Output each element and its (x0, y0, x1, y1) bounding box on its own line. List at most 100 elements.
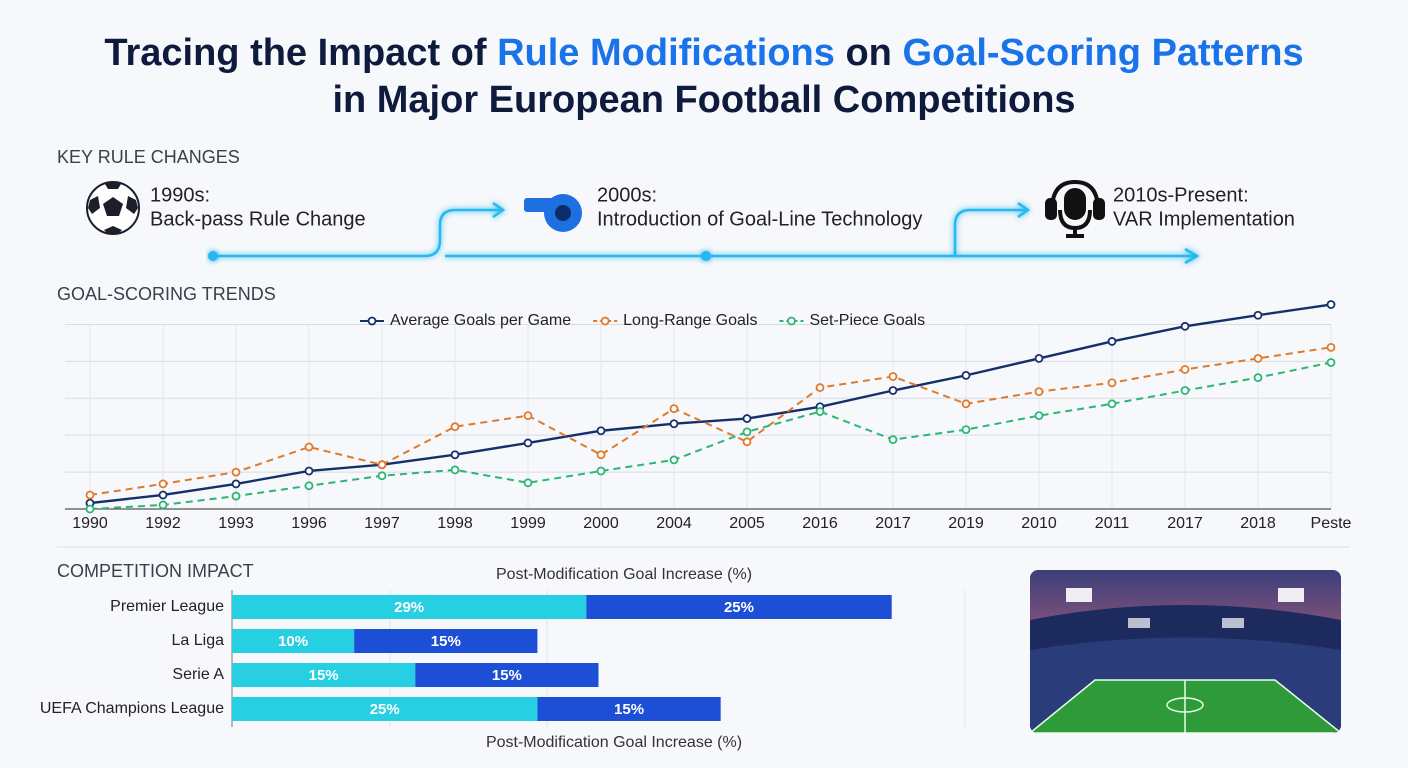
legend-label: Set-Piece Goals (809, 312, 925, 329)
value-label: 15% (309, 667, 339, 684)
x-tick-label: 2017 (1167, 515, 1203, 532)
point (888, 372, 898, 381)
point (304, 481, 314, 491)
x-tick-label: 2005 (729, 515, 765, 532)
point (1034, 387, 1044, 397)
legend-label: Long-Range Goals (623, 312, 757, 329)
series-line (89, 303, 1332, 505)
point (742, 437, 752, 447)
point (1326, 300, 1336, 309)
bar-segment (232, 629, 355, 653)
x-tick-label: 1997 (364, 515, 400, 532)
point (888, 386, 898, 395)
point (85, 490, 95, 500)
legend-marker (787, 316, 796, 326)
value-label: 25% (370, 701, 400, 718)
bar-segment (232, 663, 416, 687)
section-heading: GOAL-SCORING TRENDS (57, 284, 276, 304)
legend-marker (600, 316, 610, 326)
value-label: 29% (394, 599, 424, 616)
point (523, 411, 533, 421)
point (742, 414, 752, 423)
value-label: 15% (431, 633, 461, 650)
point (669, 404, 679, 414)
bar-segment (537, 697, 721, 721)
chart-title: Post-Modification Goal Increase (%) (496, 566, 752, 583)
point (1180, 365, 1190, 374)
headset-icon (1045, 179, 1105, 238)
point (1326, 358, 1336, 367)
point (231, 467, 241, 477)
timeline-period: 2010s-Present: (1113, 184, 1249, 206)
title-part: Tracing the Impact of (104, 32, 497, 74)
x-tick-label: 1996 (291, 515, 327, 532)
point (1253, 354, 1263, 363)
bar-segment (586, 595, 892, 619)
point (1253, 373, 1263, 383)
x-tick-label: 2019 (948, 515, 984, 532)
point (1034, 354, 1044, 363)
point (815, 383, 825, 392)
point (304, 466, 314, 476)
point (815, 407, 825, 416)
timeline-label: Introduction of Goal-Line Technology (597, 208, 922, 230)
x-axis-label: Post-Modification Goal Increase (%) (486, 734, 742, 751)
point (1180, 321, 1190, 331)
x-tick-label: 1999 (510, 515, 546, 532)
timeline-dot (701, 251, 711, 261)
point (1326, 342, 1336, 352)
x-tick-label: 2004 (656, 515, 692, 532)
timeline-label: Back-pass Rule Change (150, 208, 366, 230)
point (888, 435, 898, 445)
category-label: La Liga (172, 632, 225, 649)
point (85, 504, 95, 514)
section-heading: KEY RULE CHANGES (57, 147, 240, 167)
bar-segment (232, 697, 538, 721)
point (596, 426, 606, 436)
value-label: 25% (724, 599, 754, 616)
x-tick-label: 1992 (145, 515, 181, 532)
title-part: on (835, 32, 903, 74)
value-label: 15% (492, 667, 522, 684)
timeline-arrows (213, 201, 1200, 265)
bar-segment (354, 629, 538, 653)
timeline-period: 1990s: (150, 184, 210, 206)
point (669, 455, 679, 465)
point (450, 422, 460, 432)
category-label: UEFA Champions League (40, 700, 224, 717)
series-line (89, 361, 1332, 510)
section-heading: COMPETITION IMPACT (57, 561, 254, 581)
timeline-label: VAR Implementation (1113, 208, 1295, 230)
point (1107, 378, 1117, 388)
point (523, 478, 533, 488)
point (1253, 310, 1263, 320)
x-tick-label: 1990 (72, 515, 108, 532)
x-tick-label: 2011 (1095, 515, 1130, 532)
x-tick-label: 2018 (1240, 515, 1276, 532)
point (377, 460, 387, 470)
category-label: Premier League (110, 598, 224, 615)
point (158, 479, 168, 489)
point (450, 450, 460, 460)
point (523, 438, 533, 448)
point (1034, 411, 1044, 421)
stadium-image (1030, 570, 1341, 733)
legend-marker (367, 316, 377, 326)
point (304, 442, 314, 452)
point (1107, 337, 1117, 346)
series-line (89, 346, 1332, 496)
point (158, 500, 168, 510)
bar-segment (232, 595, 587, 619)
point (231, 479, 241, 489)
point (596, 466, 606, 476)
point (961, 399, 971, 409)
x-tick-label: 2016 (802, 515, 838, 532)
x-tick-label: 2000 (583, 515, 619, 532)
value-label: 15% (614, 701, 644, 718)
point (377, 471, 387, 481)
bar-segment (415, 663, 599, 687)
soccer-ball-icon (86, 181, 140, 235)
x-tick-label: Peste (1311, 515, 1352, 532)
value-label: 10% (278, 633, 308, 650)
